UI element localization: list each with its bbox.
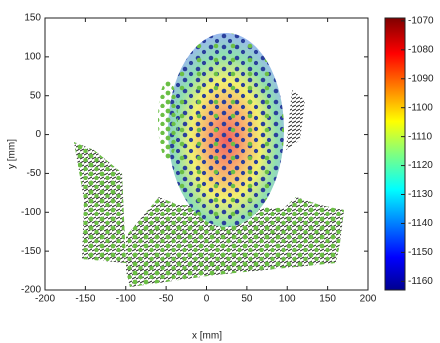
x-tick-label: 50 — [241, 294, 253, 305]
x-tick-label: -100 — [116, 294, 136, 305]
y-tick-label: 50 — [30, 90, 42, 101]
x-tick-label: -50 — [159, 294, 174, 305]
x-tick-label: 100 — [279, 294, 296, 305]
y-tick-label: -50 — [27, 168, 42, 179]
colorbar-tick-label: -1160 — [408, 276, 433, 287]
x-tick-label: 150 — [319, 294, 336, 305]
x-tick-label: 0 — [204, 294, 210, 305]
colorbar-tick-label: -1150 — [408, 247, 433, 258]
y-tick-label: 0 — [35, 129, 41, 140]
colorbar-tick-label: -1090 — [408, 73, 434, 84]
colorbar-tick-label: -1070 — [408, 16, 434, 27]
y-tick-label: 150 — [24, 13, 41, 24]
colorbar-tick-label: -1100 — [408, 102, 433, 113]
x-tick-label: 200 — [360, 294, 377, 305]
chart: x [mm] y [mm] -200 -150 -100 -50 0 50 100 150 20… — [0, 0, 440, 343]
y-tick-label: -150 — [21, 246, 41, 257]
y-tick-label: -100 — [21, 207, 41, 218]
x-axis-label: x [mm] — [192, 331, 222, 342]
y-tick-label: -200 — [21, 285, 41, 296]
x-tick-label: -150 — [75, 294, 95, 305]
colorbar-tick-label: -1130 — [408, 189, 433, 200]
point-cloud — [74, 33, 344, 287]
colorbar — [385, 18, 405, 290]
colorbar-tick-label: -1110 — [408, 131, 433, 142]
colorbar-tick-label: -1080 — [408, 44, 434, 55]
y-tick-label: 100 — [24, 51, 41, 62]
colorbar-tick-label: -1140 — [408, 218, 433, 229]
y-axis-label: y [mm] — [7, 139, 18, 169]
colorbar-tick-label: -1120 — [408, 160, 433, 171]
